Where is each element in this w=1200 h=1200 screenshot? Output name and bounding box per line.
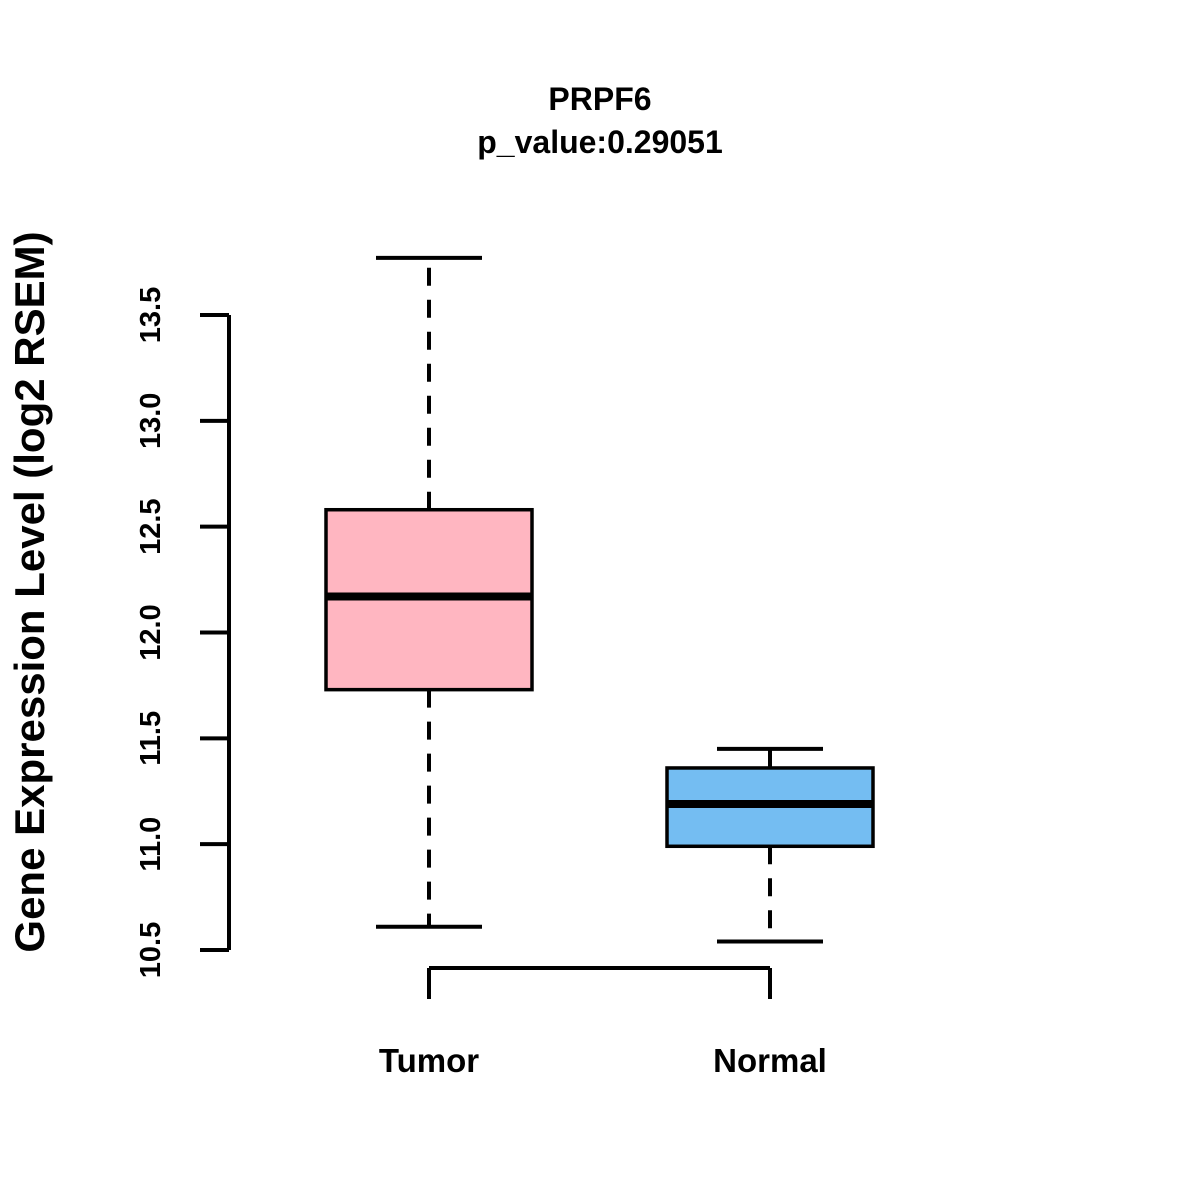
- y-tick-label: 12.0: [135, 604, 167, 660]
- y-tick-label: 13.5: [135, 287, 167, 343]
- y-axis-title: Gene Expression Level (log2 RSEM): [6, 231, 53, 952]
- x-category-label-normal: Normal: [713, 1042, 827, 1079]
- y-tick-label: 13.0: [135, 393, 167, 449]
- y-tick-label: 11.5: [135, 711, 167, 766]
- x-category-label-tumor: Tumor: [379, 1042, 479, 1079]
- chart-subtitle: p_value:0.29051: [477, 124, 723, 160]
- plot-layer: 10.5 11.0 11.5 12.0 12.5 13.0 13.5: [135, 255, 875, 999]
- y-tick-label: 10.5: [135, 922, 167, 978]
- y-tick-label: 12.5: [135, 498, 167, 554]
- y-tick-label: 11.0: [135, 817, 167, 872]
- chart-title: PRPF6: [548, 81, 651, 117]
